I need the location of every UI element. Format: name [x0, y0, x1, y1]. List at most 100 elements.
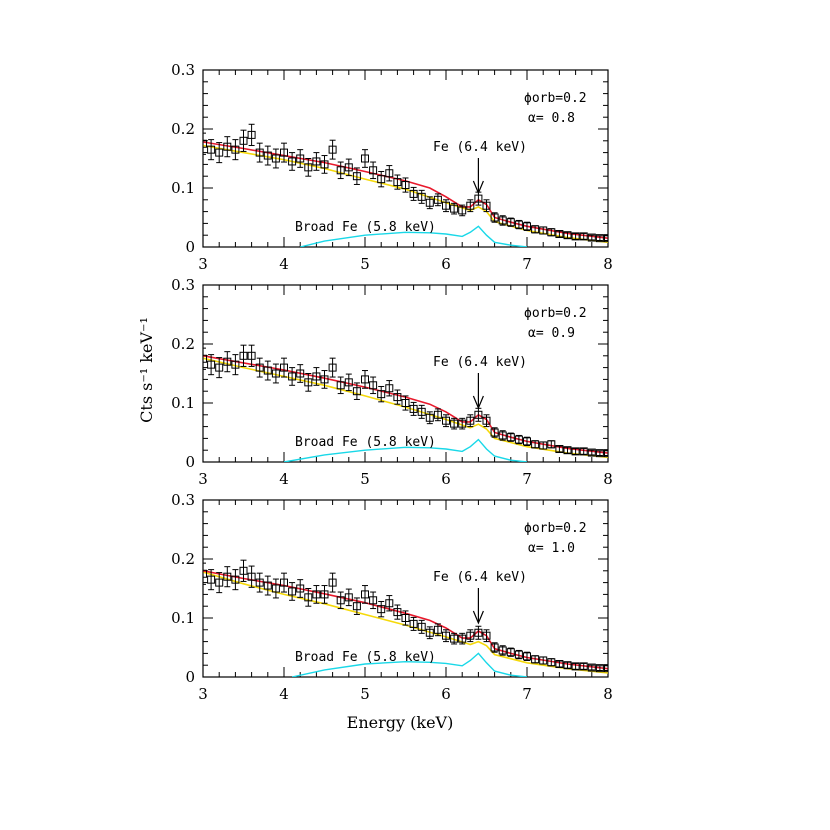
data-marker	[531, 225, 540, 234]
data-marker	[514, 650, 523, 659]
data-marker	[369, 166, 378, 175]
data-point	[547, 228, 556, 237]
data-point	[377, 600, 386, 618]
data-point	[482, 414, 491, 428]
data-marker	[466, 201, 475, 210]
data-point	[280, 142, 288, 163]
data-marker	[450, 634, 459, 643]
data-marker	[571, 232, 580, 241]
data-point	[409, 186, 418, 201]
data-point	[506, 647, 515, 657]
data-marker	[215, 578, 224, 587]
data-marker	[474, 194, 483, 203]
data-marker	[433, 410, 442, 419]
data-point	[288, 152, 297, 171]
data-marker	[587, 448, 596, 457]
data-marker	[231, 145, 240, 154]
data-point	[450, 202, 459, 215]
data-point	[280, 357, 288, 378]
x-axis-title: Energy (keV)	[347, 713, 454, 732]
data-point	[595, 234, 604, 243]
data-marker	[595, 234, 604, 243]
data-point	[320, 370, 329, 389]
x-tick-label: 5	[360, 685, 370, 703]
data-point	[531, 440, 540, 449]
data-point	[563, 446, 572, 455]
data-point	[385, 595, 394, 612]
data-point	[547, 440, 556, 449]
data-point	[239, 129, 248, 152]
data-point	[336, 376, 345, 395]
plot-area	[203, 123, 608, 247]
data-point	[433, 623, 442, 637]
data-point	[344, 158, 353, 177]
data-marker	[498, 216, 507, 225]
data-point	[595, 664, 604, 673]
data-marker	[442, 631, 450, 640]
data-point	[604, 664, 608, 673]
data-marker	[203, 139, 207, 148]
data-marker	[523, 222, 531, 231]
panel-1: 3 4 5 6 7 8 0 0.1 0.2 0.3 ϕorb=0.2 α= 0.8Fe (6.4 ke…	[171, 61, 613, 273]
data-point	[280, 572, 288, 593]
plot-frame	[202, 284, 609, 463]
x-tick-label: 7	[522, 685, 532, 703]
x-tick-label: 8	[603, 685, 613, 703]
data-point	[239, 559, 248, 582]
data-point	[498, 645, 507, 656]
data-marker	[336, 166, 345, 175]
data-point	[458, 417, 467, 430]
data-marker	[393, 608, 402, 617]
data-marker	[401, 181, 410, 190]
data-marker	[490, 213, 499, 222]
x-tick-label: 5	[360, 470, 370, 488]
data-marker	[579, 662, 588, 671]
data-marker	[563, 231, 572, 240]
data-marker	[514, 220, 523, 229]
data-point	[466, 199, 475, 213]
data-marker	[203, 569, 207, 578]
x-tick-label: 6	[441, 470, 451, 488]
data-marker	[361, 375, 369, 384]
data-marker	[223, 572, 232, 581]
data-point	[336, 591, 345, 610]
x-tick-label: 7	[522, 470, 532, 488]
data-marker	[450, 419, 459, 428]
data-marker	[595, 449, 604, 458]
data-point	[539, 441, 548, 450]
data-point	[296, 579, 305, 598]
data-marker	[531, 655, 540, 664]
data-marker	[433, 625, 442, 634]
plot-frame	[202, 69, 609, 248]
x-tick-label: 8	[603, 470, 613, 488]
panel-2: 3 4 5 6 7 8 0 0.1 0.2 0.3 ϕorb=0.2 α= 0.9Fe (6.4 ke…	[171, 276, 613, 488]
data-marker	[506, 648, 515, 657]
data-point	[263, 575, 272, 596]
data-marker	[288, 157, 297, 166]
data-marker	[312, 372, 321, 381]
data-point	[474, 407, 483, 422]
y-tick-label: 0.1	[171, 609, 195, 627]
fe-arrow-head	[472, 610, 484, 625]
data-point	[207, 354, 216, 376]
broad-fe-label: Broad Fe (5.8 keV)	[295, 435, 436, 450]
data-marker	[587, 233, 596, 242]
data-marker	[474, 628, 483, 637]
data-marker	[425, 413, 434, 422]
fe-line-label: Fe (6.4 keV)	[433, 355, 527, 370]
data-point	[377, 385, 386, 403]
data-marker	[369, 596, 378, 605]
data-marker	[409, 619, 418, 628]
data-point	[490, 212, 499, 223]
data-point	[514, 649, 523, 660]
data-point	[458, 204, 467, 217]
data-point	[288, 367, 297, 386]
y-tick-label: 0.2	[171, 550, 195, 568]
data-point	[604, 449, 608, 458]
data-point	[506, 432, 515, 442]
data-point	[555, 230, 564, 239]
data-marker	[377, 390, 386, 399]
plot-frame	[202, 499, 609, 678]
data-marker	[458, 634, 467, 643]
